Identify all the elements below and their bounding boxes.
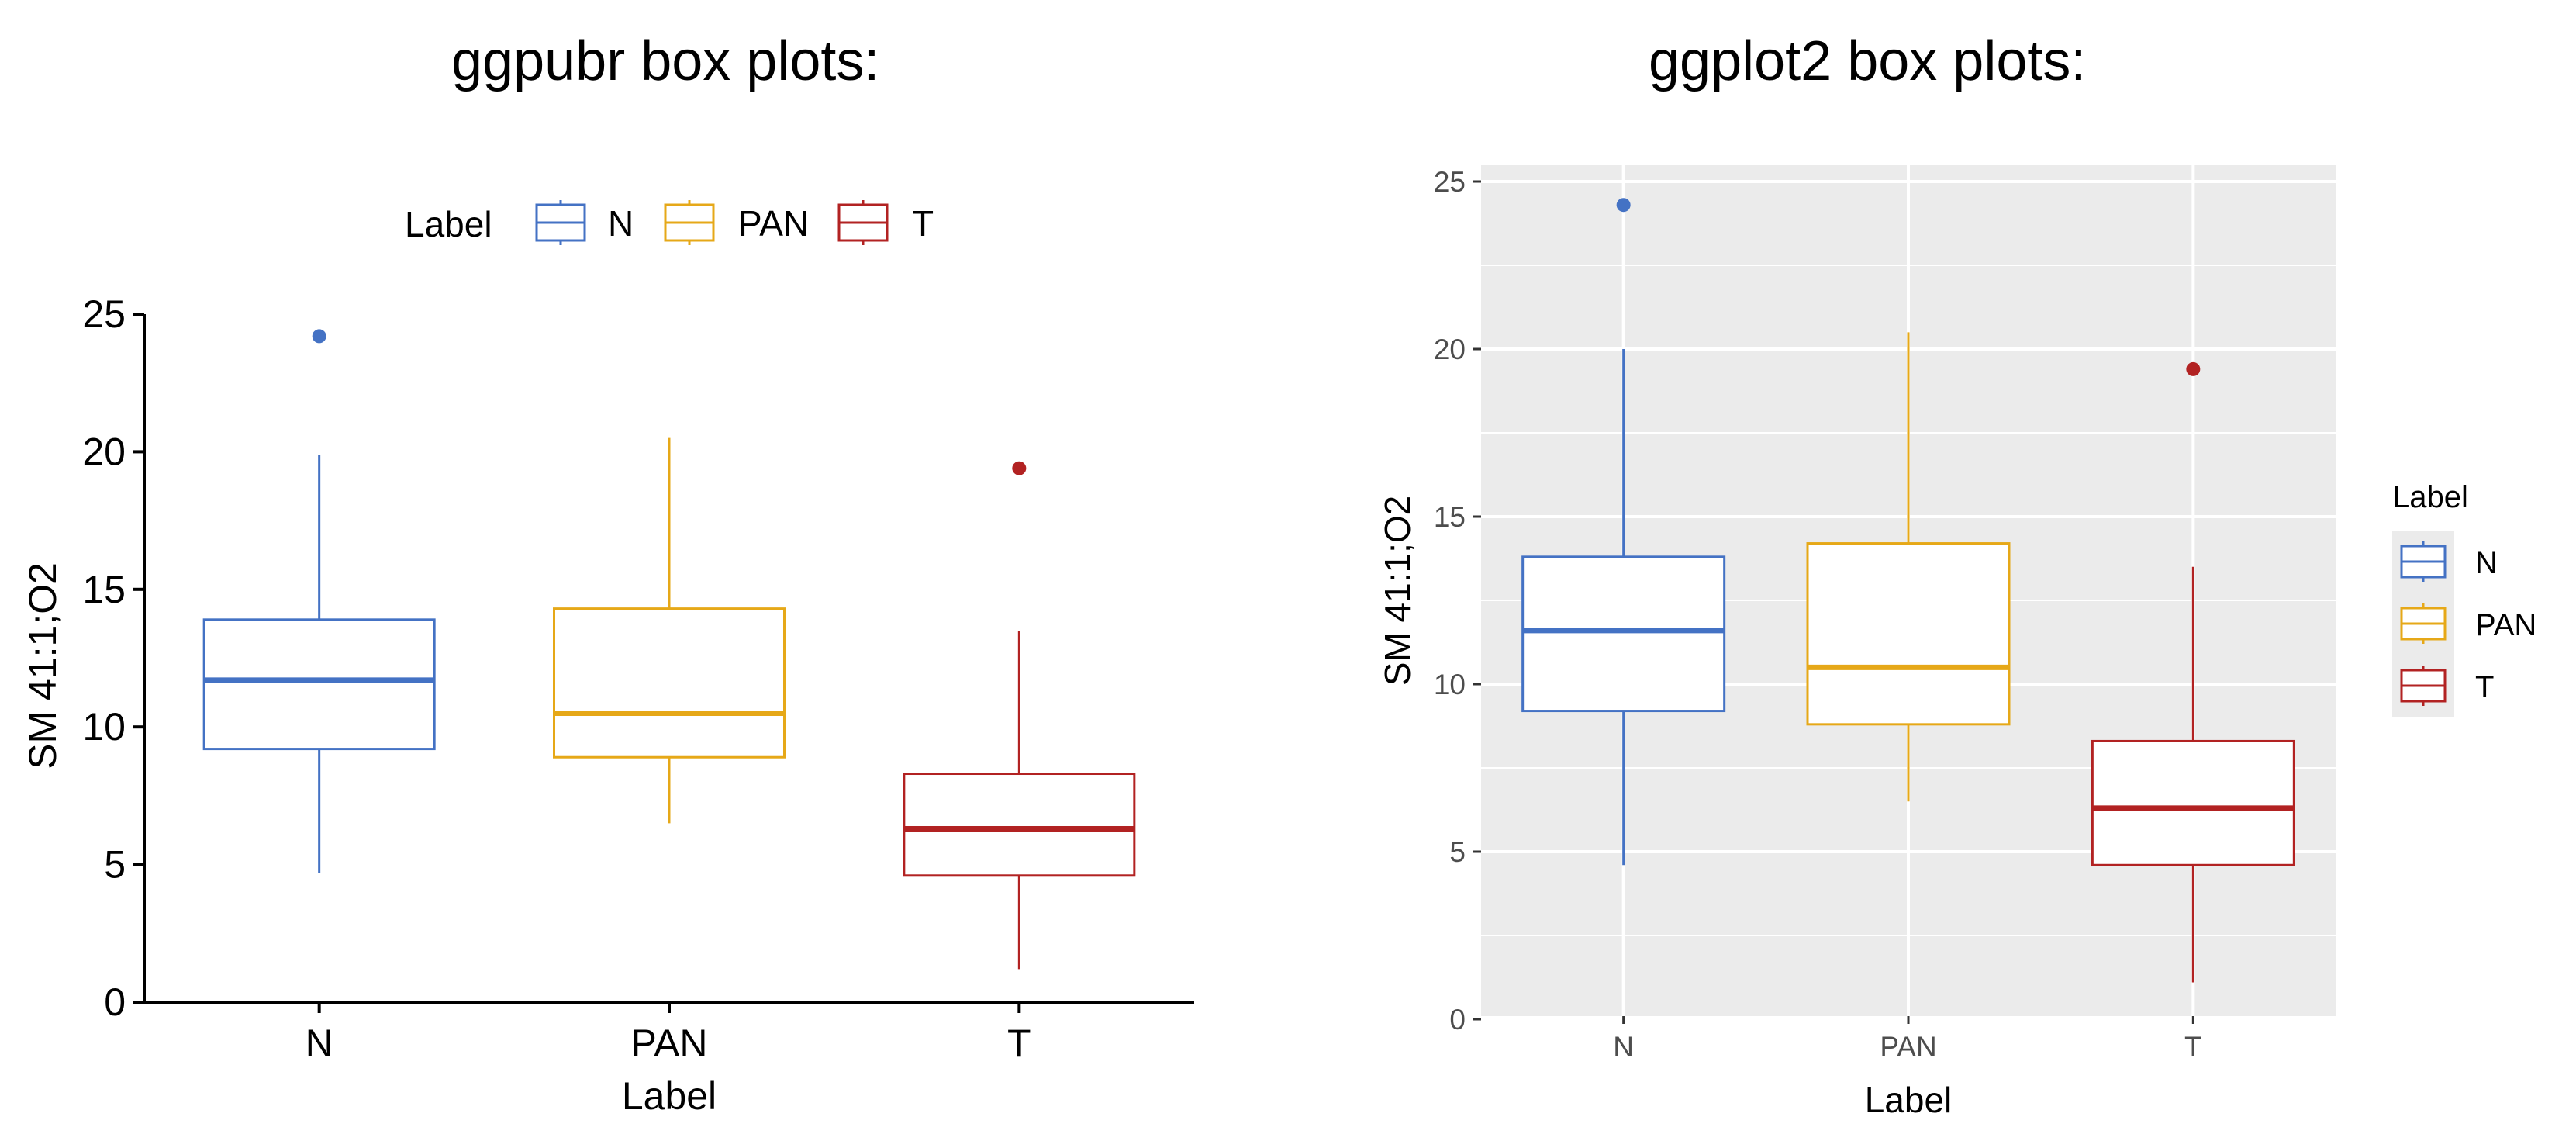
box-n — [202, 329, 436, 873]
box-pan — [1806, 332, 2011, 802]
y-tick-label: 25 — [82, 292, 126, 336]
legend-key-pan — [664, 200, 715, 245]
y-tick-label: 0 — [104, 980, 126, 1024]
y-tick-label: 20 — [82, 430, 126, 473]
box-t — [903, 461, 1136, 970]
legend-title: Label — [2392, 480, 2468, 514]
legend-label: T — [2475, 670, 2494, 704]
legend-key-n — [535, 200, 586, 245]
legend-label: N — [2475, 546, 2498, 580]
legend-title: Label — [405, 204, 492, 244]
y-tick-label: 5 — [1449, 836, 1466, 868]
legend-key-n — [2400, 541, 2447, 582]
box-iqr — [903, 773, 1136, 877]
box-iqr — [2091, 739, 2295, 866]
legend-label: PAN — [2475, 608, 2536, 642]
box-iqr — [202, 618, 436, 751]
outlier-point — [1012, 461, 1027, 475]
y-tick-label: 15 — [82, 568, 126, 611]
x-tick-label: T — [2184, 1031, 2202, 1063]
outlier-point — [2186, 361, 2201, 376]
x-axis-title: Label — [622, 1074, 717, 1118]
right-panel-title: ggplot2 box plots: — [1649, 30, 2087, 92]
legend-key-pan — [2400, 603, 2447, 644]
legend-label: T — [912, 203, 934, 244]
x-tick-label: PAN — [1880, 1031, 1936, 1063]
y-tick-label: 20 — [1434, 334, 1466, 365]
legend-label: N — [608, 203, 634, 244]
legend-key-t — [2400, 666, 2447, 706]
y-axis-title: SM 41:1;O2 — [1377, 496, 1417, 686]
y-tick-label: 5 — [104, 843, 126, 887]
y-tick-label: 25 — [1434, 166, 1466, 198]
legend-key-t — [837, 200, 889, 245]
box-iqr — [1806, 542, 2011, 726]
y-tick-label: 0 — [1449, 1004, 1466, 1036]
legend: Label N PAN T — [405, 200, 934, 245]
y-tick-label: 10 — [1434, 669, 1466, 700]
box-iqr — [1521, 555, 1726, 713]
y-tick-label: 15 — [1434, 501, 1466, 533]
left-panel-title: ggpubr box plots: — [451, 30, 880, 92]
legend-label: PAN — [738, 203, 809, 244]
y-axis-title: SM 41:1;O2 — [21, 562, 64, 769]
x-axis-title: Label — [1865, 1080, 1953, 1120]
box-t — [2091, 361, 2295, 983]
x-tick-label: T — [1007, 1022, 1031, 1065]
box-n — [1521, 198, 1726, 866]
outlier-point — [1616, 198, 1631, 213]
x-tick-label: N — [306, 1022, 333, 1065]
box-pan — [553, 437, 786, 824]
outlier-point — [312, 329, 326, 344]
x-tick-label: N — [1613, 1031, 1634, 1063]
y-tick-label: 10 — [82, 705, 126, 749]
x-tick-label: PAN — [630, 1022, 707, 1065]
box-iqr — [553, 607, 786, 759]
